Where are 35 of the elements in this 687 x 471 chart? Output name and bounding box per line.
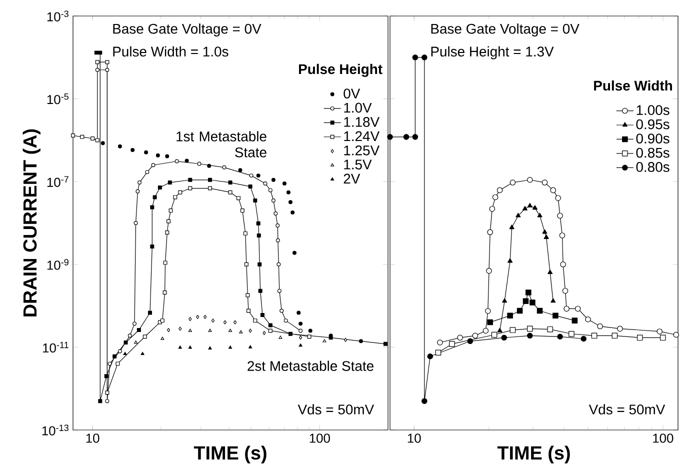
legend-label: 1.25V <box>344 145 380 156</box>
x-tick-label: 100 <box>653 434 674 443</box>
legend-label: 0.95s <box>636 119 670 130</box>
x-tick-label: 100 <box>310 434 330 443</box>
legend-label: 0.85s <box>636 148 670 158</box>
legend-label: 0.80s <box>636 162 670 172</box>
annotation: Base Gate Voltage = 0V <box>113 24 262 37</box>
x-axis-title: TIME (s) <box>194 446 266 464</box>
y-tick-label: 10$^{-7}$ <box>47 176 68 187</box>
annotation: Vds = 50mV <box>298 404 374 414</box>
legend-label: 1.24V <box>344 131 380 141</box>
legend-label: 1.18V <box>344 117 380 127</box>
annotation: Pulse Height = 1.3V <box>431 46 554 60</box>
y-axis-title: DRAIN CURRENT (A) <box>22 129 40 316</box>
legend-label: 1.0V <box>344 102 372 113</box>
legend-label: 1.5V <box>344 160 372 170</box>
legend-title: Pulse Height <box>299 64 382 77</box>
x-axis-title: TIME (s) <box>497 446 570 464</box>
legend-title: Pulse Width <box>594 80 672 91</box>
legend-label: 0V <box>344 88 360 98</box>
y-tick-label: 10$^{-3}$ <box>47 10 68 22</box>
annotation: Pulse Width = 1.0s <box>113 46 228 57</box>
annotation: Vds = 50mV <box>588 404 666 414</box>
legend-label: 2V <box>344 174 360 184</box>
y-tick-label: 10$^{-5}$ <box>47 93 68 104</box>
x-tick-label: 10 <box>86 434 100 443</box>
y-tick-label: 10$^{-11}$ <box>43 342 68 353</box>
y-tick-label: 10$^{-9}$ <box>47 259 68 270</box>
legend-label: 1.00s <box>636 105 670 116</box>
x-tick-label: 10 <box>408 434 421 443</box>
annotation: Base Gate Voltage = 0V <box>431 24 580 37</box>
y-tick-label: 10$^{-13}$ <box>42 424 68 436</box>
annotation: 2st Metastable State <box>248 360 374 371</box>
legend-label: 0.90s <box>636 134 670 144</box>
annotation: 1st Metastable State <box>176 131 266 158</box>
